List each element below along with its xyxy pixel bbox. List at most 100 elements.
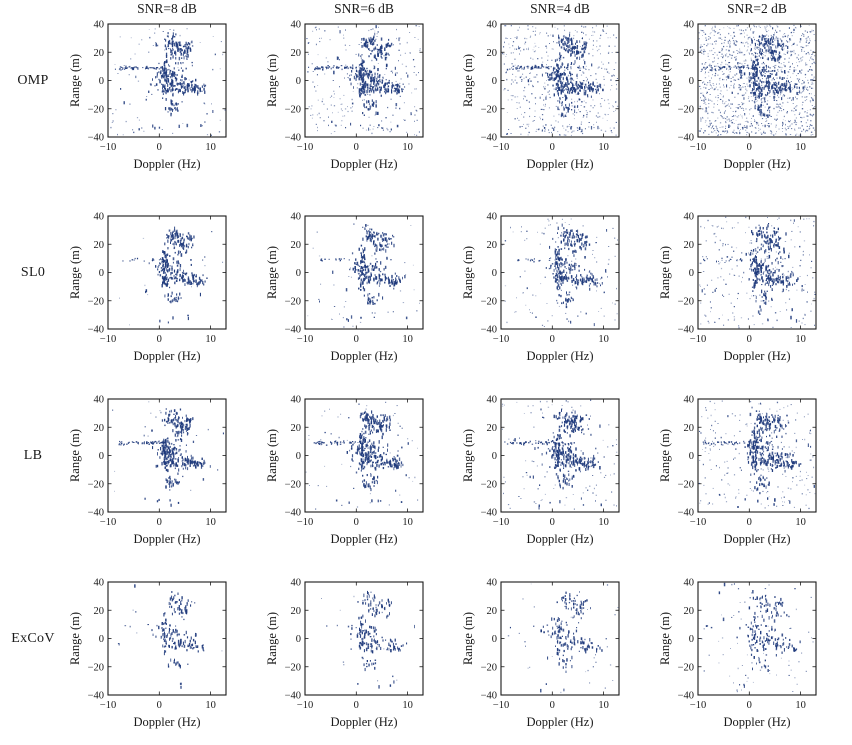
x-tick-label: −10 (100, 334, 116, 345)
scatter-points (701, 582, 814, 693)
y-tick-label: −40 (88, 691, 104, 702)
y-axis-label: Range (m) (265, 54, 279, 107)
y-tick-label: 0 (295, 76, 300, 87)
x-tick-label: 0 (550, 334, 555, 345)
y-tick-label: −40 (481, 325, 497, 336)
y-tick-label: 0 (295, 634, 300, 645)
y-axis-label: Range (m) (461, 612, 475, 665)
panel-lb-snr-4-db: −10 0 10 40 20 0 −20 −40 Doppler (Hz) Range (m) (461, 395, 620, 546)
y-tick-label: 20 (94, 606, 105, 617)
x-tick-label: 10 (598, 142, 609, 153)
algorithm-name: SL0 (20, 264, 46, 280)
panel-excov-snr-2-db: −10 0 10 40 20 0 −20 −40 Doppler (Hz) Range (m) (658, 578, 817, 729)
x-tick-label: 10 (795, 517, 806, 528)
y-tick-label: 40 (487, 212, 498, 223)
cell-omp-snr-6-db: SNR=6 dB −10 0 10 40 20 0 −20 −40 Doppler (Hz) Ran… (263, 0, 460, 196)
x-axis-label: Doppler (Hz) (134, 532, 201, 546)
y-tick-label: 20 (487, 606, 498, 617)
scatter-points (501, 399, 618, 510)
y-tick-label: 0 (688, 451, 693, 462)
y-tick-label: 40 (94, 20, 105, 31)
y-tick-label: 0 (99, 76, 104, 87)
y-tick-label: 40 (683, 20, 694, 31)
y-axis-label: Range (m) (461, 54, 475, 107)
y-axis-label: Range (m) (68, 54, 82, 107)
y-tick-label: −40 (481, 133, 497, 144)
x-tick-label: 0 (746, 517, 751, 528)
y-tick-label: −20 (481, 104, 497, 115)
y-tick-label: −20 (677, 479, 693, 490)
y-tick-label: 0 (99, 268, 104, 279)
x-tick-label: −10 (100, 700, 116, 711)
y-tick-label: −20 (88, 479, 104, 490)
y-tick-label: 0 (295, 268, 300, 279)
x-tick-label: −10 (689, 517, 705, 528)
y-tick-label: 40 (683, 212, 694, 223)
panel-omp-snr-2-db: SNR=2 dB −10 0 10 40 20 0 −20 −40 Doppler (Hz) Ran… (658, 1, 817, 171)
y-tick-label: 0 (295, 451, 300, 462)
x-tick-label: −10 (100, 517, 116, 528)
y-tick-label: 20 (290, 48, 301, 59)
x-tick-label: −10 (296, 142, 312, 153)
y-tick-label: 20 (683, 240, 694, 251)
panel-sl0-snr-4-db: −10 0 10 40 20 0 −20 −40 Doppler (Hz) Range (m) (461, 212, 620, 363)
y-tick-label: −20 (284, 104, 300, 115)
row-label-excov: ExCoV (0, 562, 66, 745)
y-tick-label: 40 (94, 578, 105, 589)
x-tick-label: 0 (550, 700, 555, 711)
x-tick-label: 0 (353, 334, 358, 345)
x-tick-label: −10 (689, 142, 705, 153)
cell-omp-snr-2-db: SNR=2 dB −10 0 10 40 20 0 −20 −40 Doppler (Hz) Ran… (656, 0, 852, 196)
y-tick-label: 20 (683, 606, 694, 617)
x-tick-label: −10 (493, 517, 509, 528)
y-axis-label: Range (m) (658, 54, 672, 107)
scatter-points (507, 583, 619, 694)
y-tick-label: 40 (683, 578, 694, 589)
x-tick-label: 0 (157, 517, 162, 528)
y-tick-label: 20 (683, 48, 694, 59)
y-tick-label: 40 (487, 578, 498, 589)
cell-omp-snr-8-db: SNR=8 dB −10 0 10 40 20 0 −20 −40 Doppler (Hz) Ran… (66, 0, 263, 196)
y-axis-label: Range (m) (658, 612, 672, 665)
y-tick-label: 40 (683, 395, 694, 406)
x-axis-label: Doppler (Hz) (527, 157, 594, 171)
x-tick-label: 10 (402, 142, 413, 153)
x-tick-label: 10 (598, 334, 609, 345)
y-tick-label: 40 (290, 20, 301, 31)
cell-lb-snr-4-db: −10 0 10 40 20 0 −20 −40 Doppler (Hz) Range (m) (459, 379, 656, 562)
column-title: SNR=2 dB (727, 1, 787, 16)
x-tick-label: 0 (746, 700, 751, 711)
y-tick-label: 40 (94, 212, 105, 223)
panel-omp-snr-4-db: SNR=4 dB −10 0 10 40 20 0 −20 −40 Doppler (Hz) Ran… (461, 1, 620, 171)
y-tick-label: −40 (88, 133, 104, 144)
y-axis-label: Range (m) (461, 429, 475, 482)
y-tick-label: −20 (481, 296, 497, 307)
cell-lb-snr-2-db: −10 0 10 40 20 0 −20 −40 Doppler (Hz) Range (m) (656, 379, 852, 562)
y-tick-label: −40 (481, 691, 497, 702)
y-tick-label: 40 (487, 20, 498, 31)
cell-sl0-snr-8-db: −10 0 10 40 20 0 −20 −40 Doppler (Hz) Range (m) (66, 196, 263, 379)
y-tick-label: −40 (284, 508, 300, 519)
y-tick-label: 0 (492, 268, 497, 279)
x-axis-label: Doppler (Hz) (723, 349, 790, 363)
x-tick-label: 10 (795, 334, 806, 345)
y-tick-label: −20 (677, 104, 693, 115)
x-axis-label: Doppler (Hz) (134, 715, 201, 729)
cell-sl0-snr-2-db: −10 0 10 40 20 0 −20 −40 Doppler (Hz) Range (m) (656, 196, 852, 379)
y-tick-label: 20 (94, 240, 105, 251)
x-axis-label: Doppler (Hz) (134, 349, 201, 363)
cell-excov-snr-4-db: −10 0 10 40 20 0 −20 −40 Doppler (Hz) Range (m) (459, 562, 656, 745)
panel-lb-snr-2-db: −10 0 10 40 20 0 −20 −40 Doppler (Hz) Range (m) (658, 395, 817, 546)
cell-lb-snr-6-db: −10 0 10 40 20 0 −20 −40 Doppler (Hz) Range (m) (263, 379, 460, 562)
y-axis-label: Range (m) (265, 429, 279, 482)
x-tick-label: 0 (353, 142, 358, 153)
y-tick-label: −20 (481, 662, 497, 673)
y-tick-label: 40 (290, 395, 301, 406)
y-tick-label: −40 (677, 325, 693, 336)
y-tick-label: −20 (677, 662, 693, 673)
x-tick-label: 0 (550, 517, 555, 528)
panel-excov-snr-4-db: −10 0 10 40 20 0 −20 −40 Doppler (Hz) Range (m) (461, 578, 620, 729)
x-tick-label: 10 (205, 517, 216, 528)
y-tick-label: −40 (677, 691, 693, 702)
